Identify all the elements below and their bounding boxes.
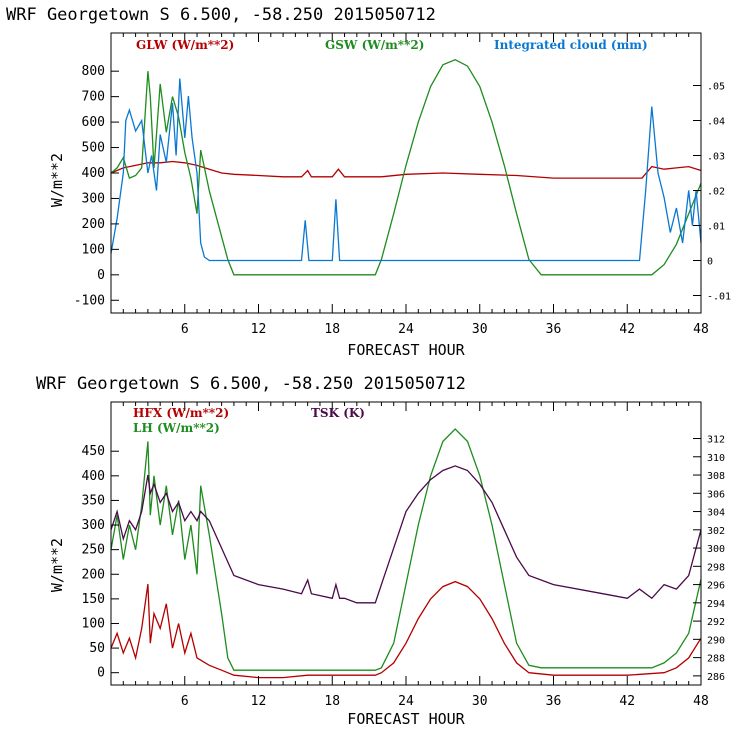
- ytick-label: 0: [97, 666, 105, 681]
- xtick-label: 48: [693, 694, 709, 709]
- series-line-1-1: [110, 428, 702, 671]
- ytick-label: 50: [89, 641, 105, 656]
- y2tick-label: 298: [707, 562, 725, 573]
- bottom-panel: WRF Georgetown S 6.500, -58.250 20150507…: [36, 374, 725, 728]
- series-line-0-0: [110, 160, 702, 179]
- series-line-0-1: [110, 58, 702, 276]
- bottom-legend-tsk: TSK (K): [311, 406, 365, 420]
- ytick-label: 100: [82, 242, 105, 257]
- y2tick-label: 290: [707, 635, 725, 646]
- top-panel: WRF Georgetown S 6.500, -58.250 20150507…: [6, 5, 731, 359]
- bottom-xlabel: FORECAST HOUR: [347, 710, 465, 728]
- y2tick-label: 310: [707, 453, 725, 464]
- y2tick-label: .04: [707, 117, 725, 128]
- ytick-label: 600: [82, 115, 105, 130]
- y2tick-label: 306: [707, 489, 725, 500]
- xtick-label: 48: [693, 322, 709, 337]
- ytick-label: 100: [82, 616, 105, 631]
- series-line-1-2: [110, 465, 702, 604]
- bottom-left-axis: 0 50 100 150 200 250 300 350 400 450: [82, 444, 119, 681]
- y2tick-label: .05: [707, 82, 725, 93]
- ytick-label: -100: [74, 293, 105, 308]
- series-line-0-2: [110, 78, 702, 262]
- bottom-ylabel: W/m**2: [48, 538, 66, 592]
- y2tick-label: 296: [707, 581, 725, 592]
- bottom-legend-lh: LH (W/m**2): [133, 421, 220, 435]
- ytick-label: 500: [82, 141, 105, 156]
- bottom-title: WRF Georgetown S 6.500, -58.250 20150507…: [36, 374, 466, 394]
- xtick-label: 36: [546, 694, 562, 709]
- top-legend-cloud: Integrated cloud (mm): [494, 38, 648, 52]
- ytick-label: 300: [82, 518, 105, 533]
- xtick-label: 42: [619, 694, 635, 709]
- xtick-label: 42: [619, 322, 635, 337]
- top-right-axis: -.01 0 .01 .02 .03 .04 .05: [693, 82, 731, 303]
- top-x-axis: 6 12 18 24 30 36 42 48: [122, 33, 709, 337]
- ytick-label: 0: [97, 268, 105, 283]
- y2tick-label: 312: [707, 435, 725, 446]
- series-line-1-0: [110, 580, 702, 679]
- xtick-label: 12: [251, 322, 267, 337]
- ytick-label: 400: [82, 469, 105, 484]
- y2tick-label: 0: [707, 257, 713, 268]
- y2tick-label: 292: [707, 617, 725, 628]
- y2tick-label: .03: [707, 152, 725, 163]
- top-xlabel: FORECAST HOUR: [347, 341, 465, 359]
- ytick-label: 400: [82, 166, 105, 181]
- y2tick-label: 302: [707, 526, 725, 537]
- ytick-label: 200: [82, 567, 105, 582]
- ytick-label: 700: [82, 90, 105, 105]
- ytick-label: 450: [82, 444, 105, 459]
- bottom-legend-hfx: HFX (W/m**2): [133, 406, 229, 420]
- xtick-label: 6: [181, 322, 189, 337]
- xtick-label: 12: [251, 694, 267, 709]
- y2tick-label: 294: [707, 599, 725, 610]
- bottom-x-axis: 6 12 18 24 30 36 42 48: [122, 402, 709, 709]
- xtick-label: 30: [472, 322, 488, 337]
- y2tick-label: 300: [707, 544, 725, 555]
- xtick-label: 6: [181, 694, 189, 709]
- xtick-label: 24: [398, 694, 414, 709]
- xtick-label: 36: [546, 322, 562, 337]
- top-ylabel: W/m**2: [48, 153, 66, 207]
- y2tick-label: .01: [707, 222, 725, 233]
- top-legend-gsw: GSW (W/m**2): [325, 38, 424, 52]
- bottom-right-axis: 286 288 290 292 294 296 298 300 302 304 306 308 310 3…: [693, 435, 725, 683]
- ytick-label: 200: [82, 217, 105, 232]
- ytick-label: 150: [82, 592, 105, 607]
- ytick-label: 300: [82, 191, 105, 206]
- y2tick-label: 288: [707, 654, 725, 665]
- top-left-axis: -100 0 100 200 300 400 500 600 700 800: [74, 64, 119, 308]
- xtick-label: 18: [324, 694, 340, 709]
- y2tick-label: 304: [707, 508, 725, 519]
- y2tick-label: 308: [707, 471, 725, 482]
- bottom-series-layer: [110, 428, 702, 679]
- top-title: WRF Georgetown S 6.500, -58.250 20150507…: [6, 5, 436, 25]
- ytick-label: 800: [82, 64, 105, 79]
- y2tick-label: -.01: [707, 292, 731, 303]
- y2tick-label: .02: [707, 187, 725, 198]
- y2tick-label: 286: [707, 672, 725, 683]
- xtick-label: 24: [398, 322, 414, 337]
- xtick-label: 30: [472, 694, 488, 709]
- ytick-label: 350: [82, 493, 105, 508]
- ytick-label: 250: [82, 543, 105, 558]
- top-legend-glw: GLW (W/m**2): [136, 38, 234, 52]
- xtick-label: 18: [324, 322, 340, 337]
- top-series-layer: [110, 58, 702, 276]
